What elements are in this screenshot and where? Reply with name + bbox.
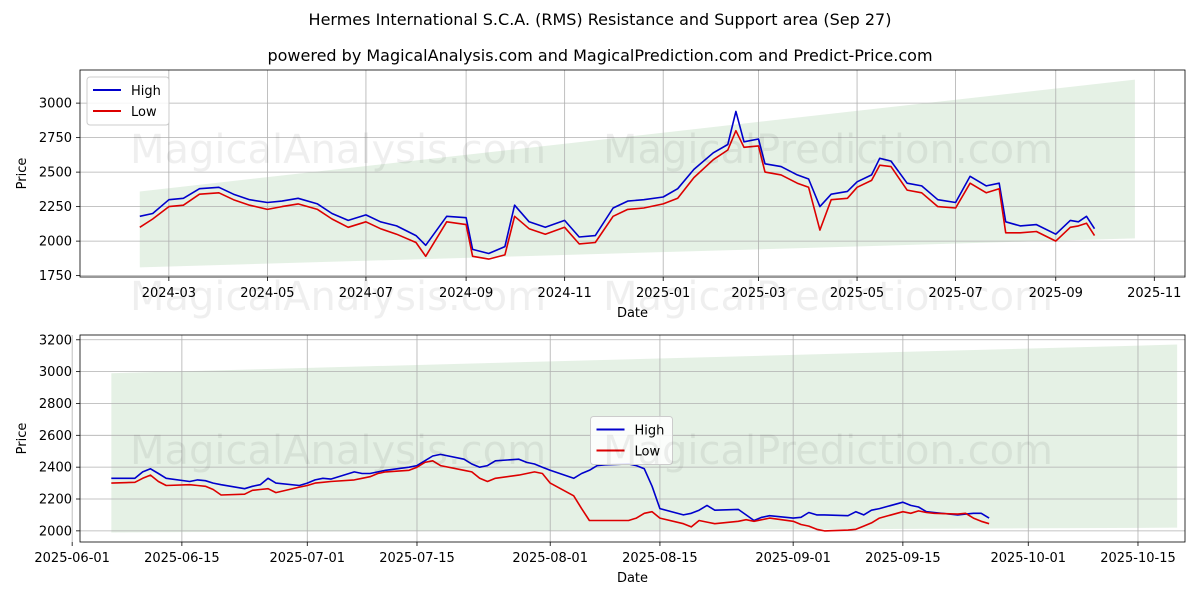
x-tick-label: 2025-06-15	[144, 551, 220, 566]
x-tick-label: 2025-11	[1127, 286, 1181, 301]
chart-title: Hermes International S.C.A. (RMS) Resist…	[308, 10, 892, 29]
watermark-text: MagicalPrediction.com	[603, 274, 1053, 320]
y-axis-label: Price	[15, 423, 30, 455]
x-tick-label: 2025-09-15	[865, 551, 941, 566]
x-tick-label: 2025-09	[1029, 286, 1083, 301]
x-tick-label: 2025-01	[636, 286, 690, 301]
x-tick-label: 2025-07-01	[269, 551, 345, 566]
x-tick-label: 2025-07-15	[379, 551, 455, 566]
x-tick-label: 2024-11	[537, 286, 591, 301]
y-tick-label: 2750	[39, 131, 72, 146]
watermark-text: MagicalPrediction.com	[603, 127, 1053, 173]
y-tick-label: 2000	[39, 524, 72, 539]
x-tick-label: 2025-06-01	[34, 551, 110, 566]
x-tick-label: 2024-09	[439, 286, 493, 301]
y-tick-label: 3000	[39, 365, 72, 380]
legend-label-low: Low	[635, 445, 661, 460]
legend-label-high: High	[635, 424, 665, 439]
watermark-text: MagicalAnalysis.com	[130, 428, 546, 474]
y-tick-label: 2200	[39, 493, 72, 508]
support-resistance-band	[139, 79, 1135, 268]
x-tick-label: 2025-03	[731, 286, 785, 301]
legend-label-low: Low	[131, 105, 157, 120]
x-tick-label: 2025-10-01	[990, 551, 1066, 566]
watermark-text: MagicalAnalysis.com	[130, 274, 546, 320]
y-axis-label: Price	[15, 158, 30, 190]
series-line-high	[111, 453, 990, 522]
y-tick-label: 2400	[39, 461, 72, 476]
x-tick-label: 2025-09-01	[755, 551, 831, 566]
chart-subtitle: powered by MagicalAnalysis.com and Magic…	[267, 46, 933, 65]
x-axis-label: Date	[617, 306, 648, 321]
watermark-text: MagicalPrediction.com	[603, 428, 1053, 474]
x-axis-label: Date	[617, 571, 648, 586]
series-line-high	[139, 110, 1096, 255]
series-line-low	[111, 459, 990, 532]
y-tick-label: 2250	[39, 200, 72, 215]
x-tick-label: 2024-07	[339, 286, 393, 301]
y-tick-label: 1750	[39, 269, 72, 284]
x-tick-label: 2024-03	[142, 286, 196, 301]
y-tick-label: 2000	[39, 235, 72, 250]
x-tick-label: 2025-07	[928, 286, 982, 301]
y-tick-label: 3000	[39, 97, 72, 112]
plot-frame	[79, 334, 1186, 543]
y-tick-label: 3200	[39, 333, 72, 348]
y-tick-label: 2500	[39, 166, 72, 181]
x-tick-label: 2024-05	[240, 286, 294, 301]
legend-label-high: High	[131, 84, 161, 99]
series-line-low	[139, 129, 1096, 260]
plot-frame	[79, 69, 1186, 278]
x-tick-label: 2025-08-15	[622, 551, 698, 566]
x-tick-label: 2025-05	[830, 286, 884, 301]
watermark-text: MagicalAnalysis.com	[130, 127, 546, 173]
x-tick-label: 2025-08-01	[512, 551, 588, 566]
y-tick-label: 2800	[39, 397, 72, 412]
x-tick-label: 2025-10-15	[1100, 551, 1176, 566]
y-tick-label: 2600	[39, 429, 72, 444]
